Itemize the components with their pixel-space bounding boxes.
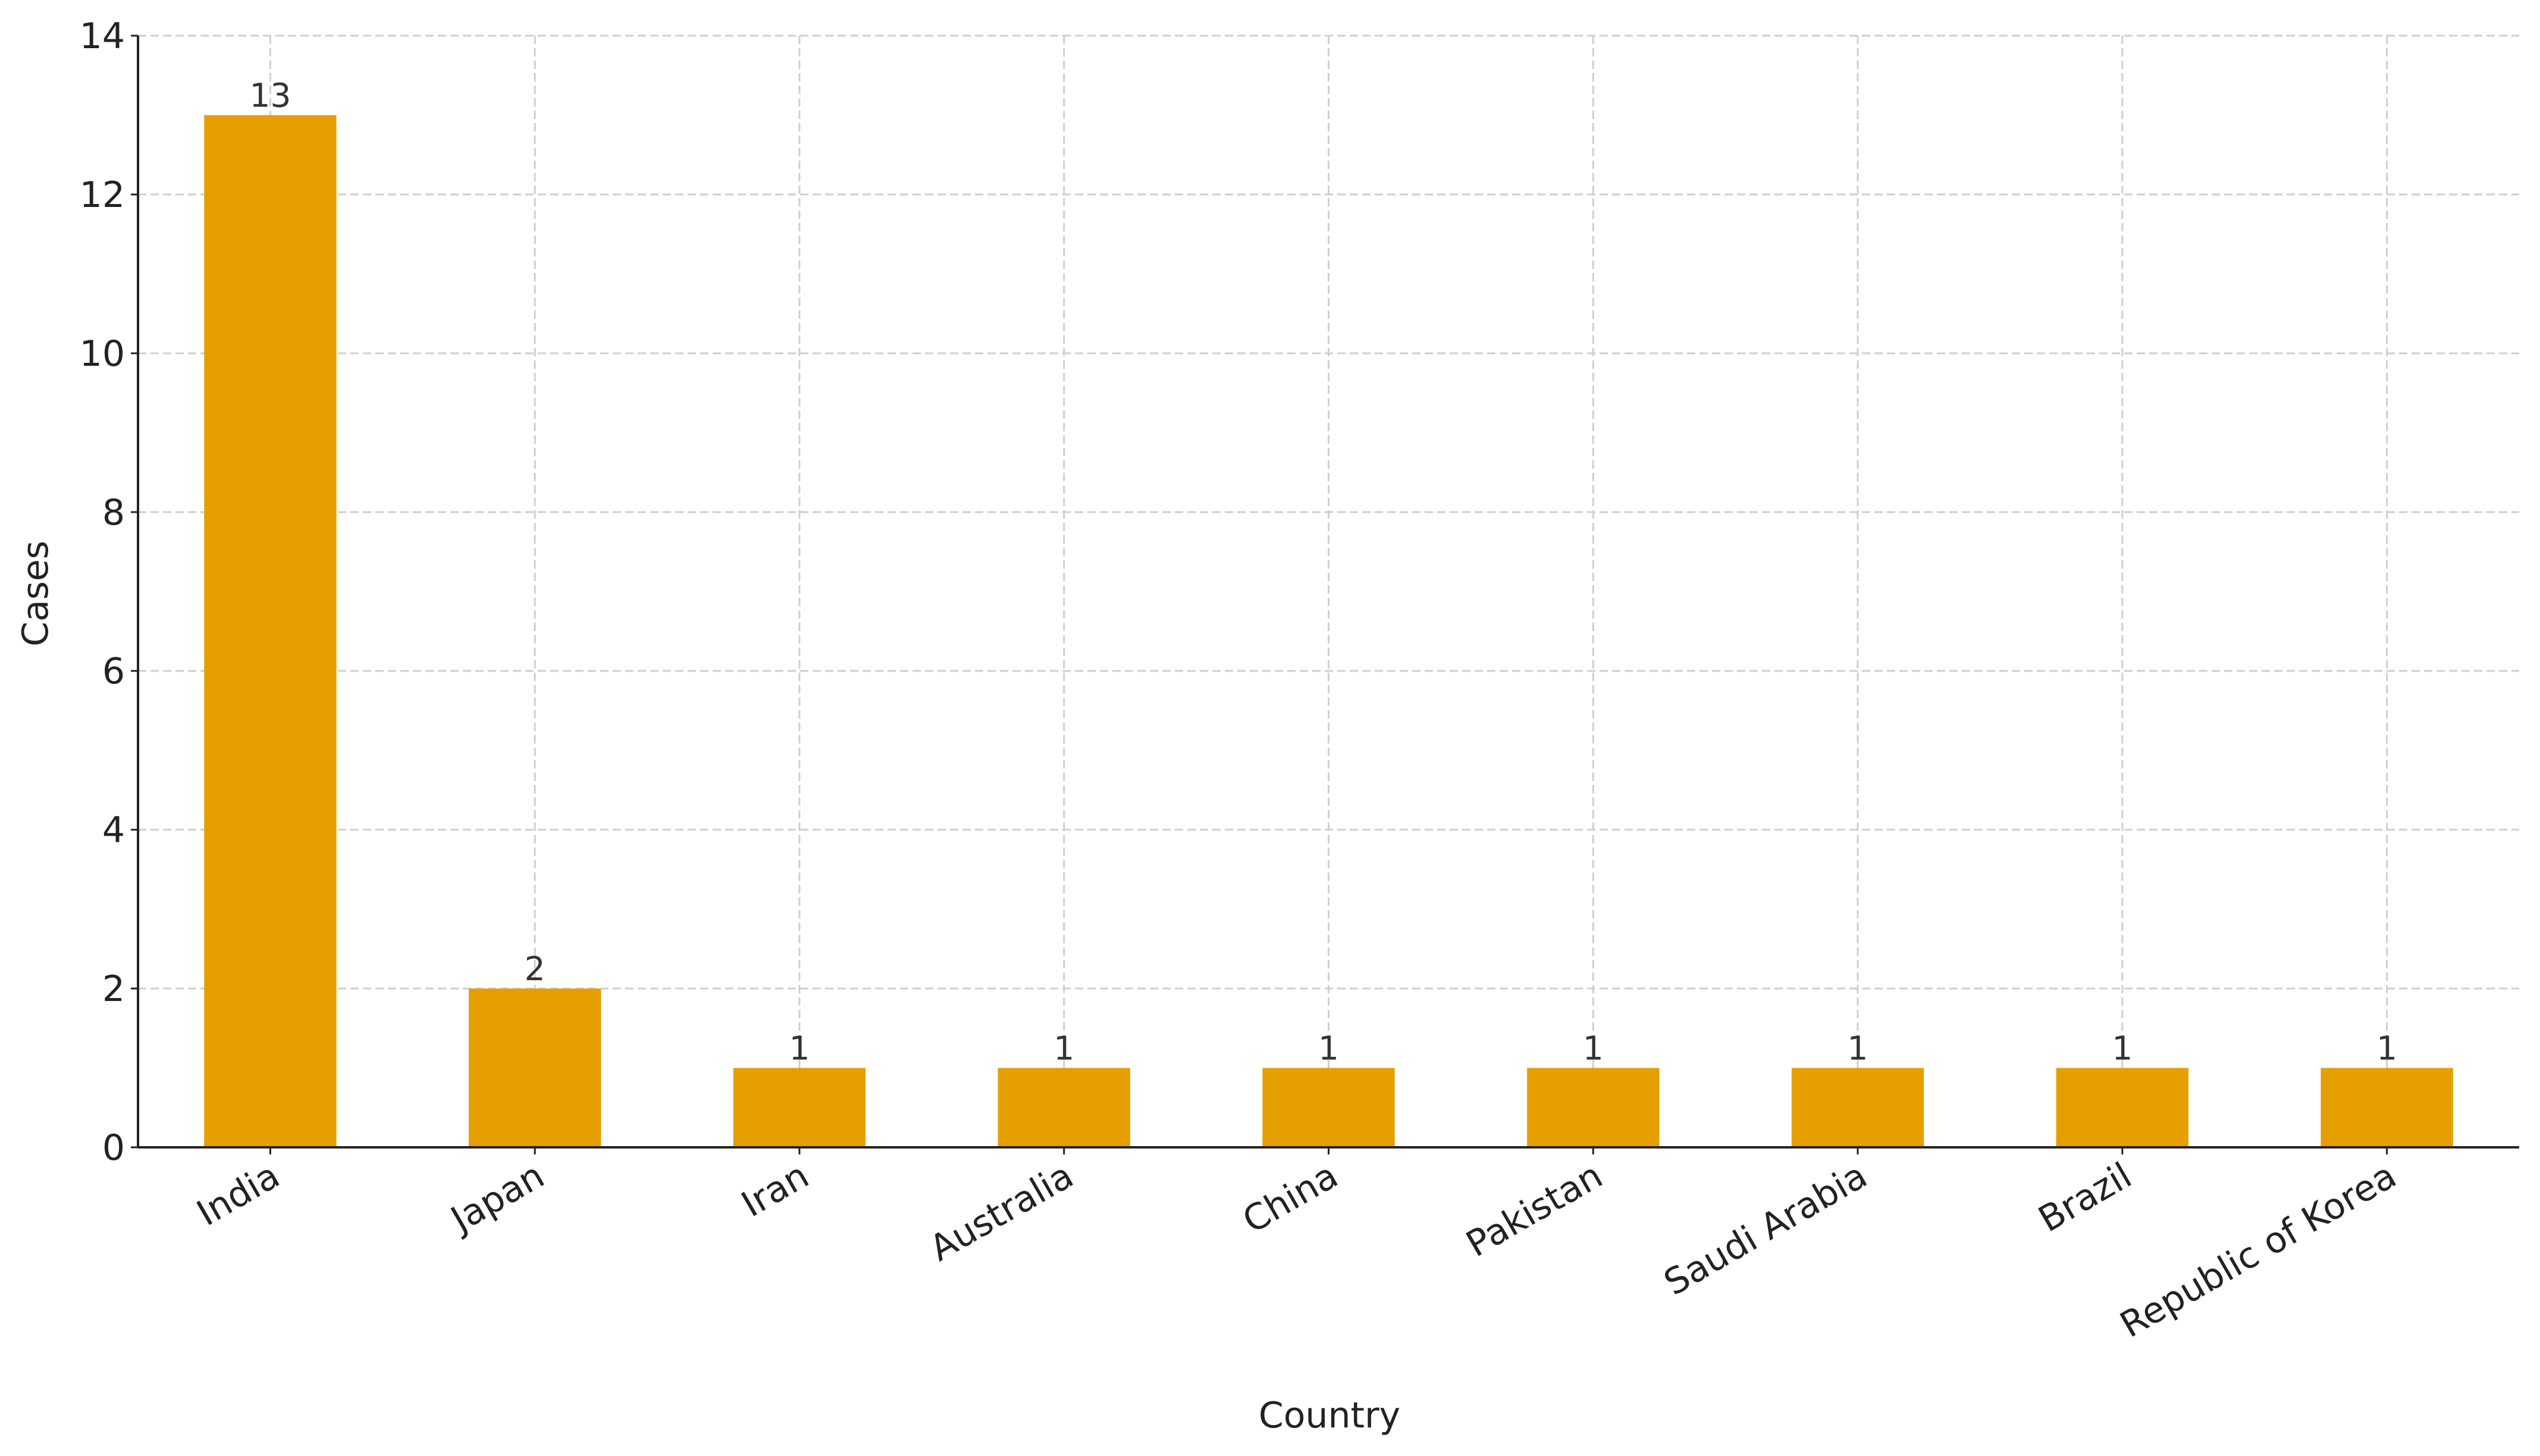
x-tick-label: Republic of Korea xyxy=(2113,1154,2404,1346)
bar xyxy=(1791,1068,1924,1147)
data-label: 1 xyxy=(1053,1030,1074,1068)
x-tick-label: Iran xyxy=(735,1154,816,1225)
y-tick-label: 12 xyxy=(80,174,125,216)
x-tick-label: China xyxy=(1236,1154,1345,1241)
y-tick-label: 2 xyxy=(102,968,125,1010)
bar xyxy=(204,115,337,1147)
x-tick-label: Australia xyxy=(923,1154,1080,1269)
data-label: 1 xyxy=(2112,1030,2133,1068)
bar xyxy=(1262,1068,1395,1147)
x-tick-label: Pakistan xyxy=(1459,1154,1610,1265)
y-tick-label: 10 xyxy=(80,333,125,375)
y-tick-label: 14 xyxy=(80,15,125,57)
bar xyxy=(998,1068,1130,1147)
bar xyxy=(733,1068,866,1147)
x-tick-label: Japan xyxy=(442,1154,551,1241)
data-label: 13 xyxy=(249,77,291,115)
y-axis-label: Cases xyxy=(15,541,57,647)
bar xyxy=(2056,1068,2189,1147)
y-tick-label: 4 xyxy=(102,809,125,851)
data-label: 1 xyxy=(1848,1030,1868,1068)
data-label: 1 xyxy=(2376,1030,2397,1068)
data-label: 1 xyxy=(1318,1030,1339,1068)
y-tick-label: 8 xyxy=(102,492,125,534)
y-tick-label: 0 xyxy=(102,1127,125,1169)
data-label: 1 xyxy=(789,1030,810,1068)
bar xyxy=(2321,1068,2453,1147)
x-tick-label: India xyxy=(190,1154,287,1234)
data-label: 2 xyxy=(525,950,545,988)
x-axis-label: Country xyxy=(1259,1395,1400,1436)
data-label: 1 xyxy=(1583,1030,1604,1068)
bar xyxy=(1527,1068,1660,1147)
x-tick-label: Saudi Arabia xyxy=(1657,1154,1874,1304)
y-tick-label: 6 xyxy=(102,651,125,692)
bar xyxy=(468,989,601,1147)
x-tick-label: Brazil xyxy=(2031,1154,2138,1240)
